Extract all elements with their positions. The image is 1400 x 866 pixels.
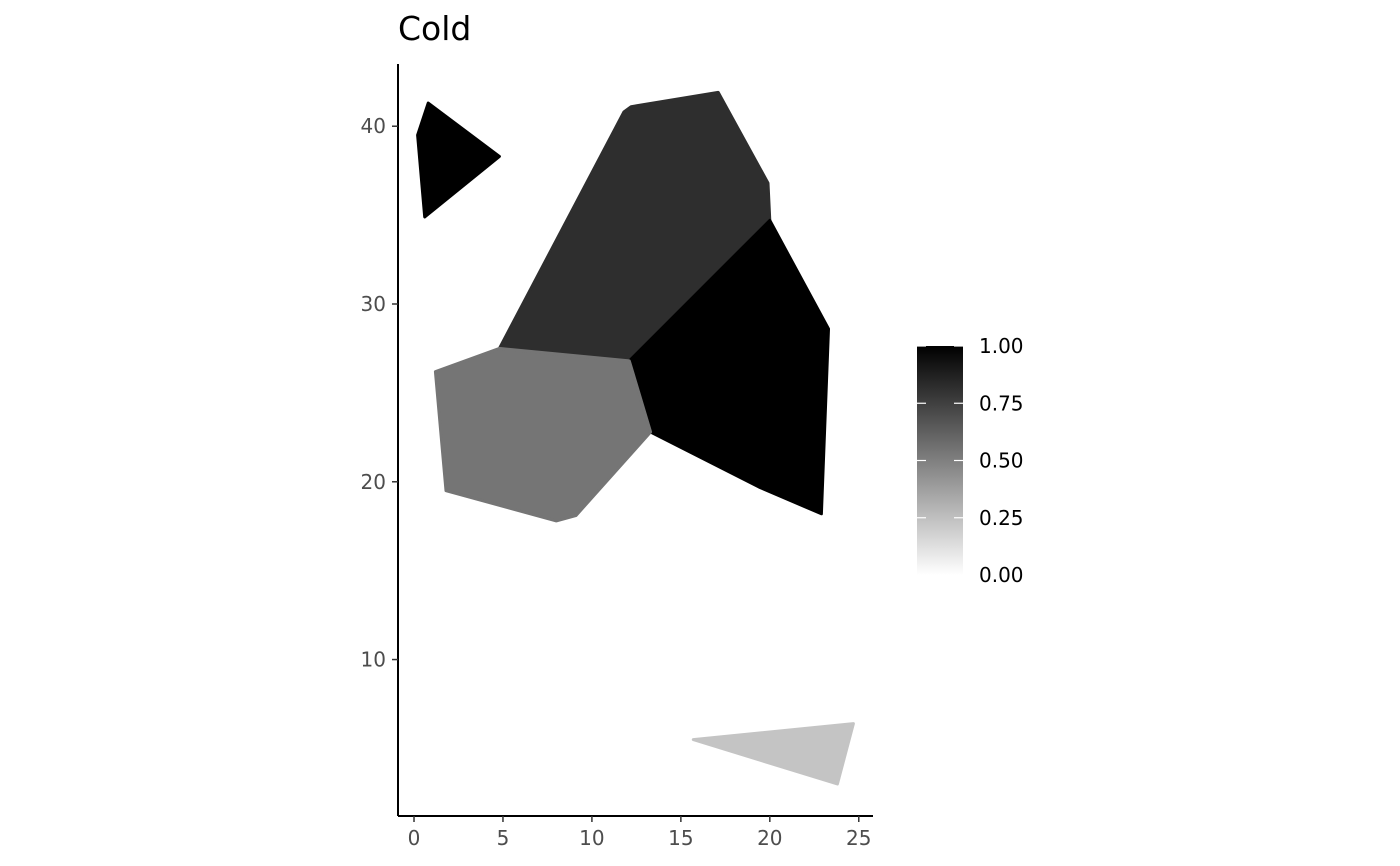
x-tick-label: 15 bbox=[668, 826, 693, 850]
x-tick-label: 10 bbox=[579, 826, 604, 850]
legend-tick-label: 0.50 bbox=[979, 449, 1024, 473]
polygon-west bbox=[433, 346, 653, 523]
legend-ticks: 0.00 0.25 0.50 0.75 1.00 bbox=[917, 334, 1024, 587]
y-tick-label: 20 bbox=[361, 470, 386, 494]
y-tick-label: 10 bbox=[361, 648, 386, 672]
legend-tick-label: 0.75 bbox=[979, 391, 1024, 415]
x-tick-label: 20 bbox=[757, 826, 782, 850]
legend-tick-label: 0.00 bbox=[979, 563, 1024, 587]
polygon-layer bbox=[416, 90, 855, 786]
y-tick-label: 40 bbox=[361, 114, 386, 138]
polygon-triangle-bottom-right bbox=[691, 722, 855, 786]
y-tick-label: 30 bbox=[361, 292, 386, 316]
x-axis-ticks: 0 5 10 15 20 25 bbox=[408, 816, 871, 850]
chart-title: Cold bbox=[398, 9, 471, 48]
x-tick-label: 5 bbox=[497, 826, 510, 850]
x-tick-label: 0 bbox=[408, 826, 421, 850]
legend-tick-label: 1.00 bbox=[979, 334, 1024, 358]
polygon-triangle-top-left bbox=[416, 101, 501, 219]
x-tick-label: 25 bbox=[846, 826, 871, 850]
color-legend: 0.00 0.25 0.50 0.75 1.00 bbox=[917, 334, 1024, 587]
legend-tick-label: 0.25 bbox=[979, 506, 1024, 530]
y-axis-ticks: 10 20 30 40 bbox=[361, 114, 398, 672]
